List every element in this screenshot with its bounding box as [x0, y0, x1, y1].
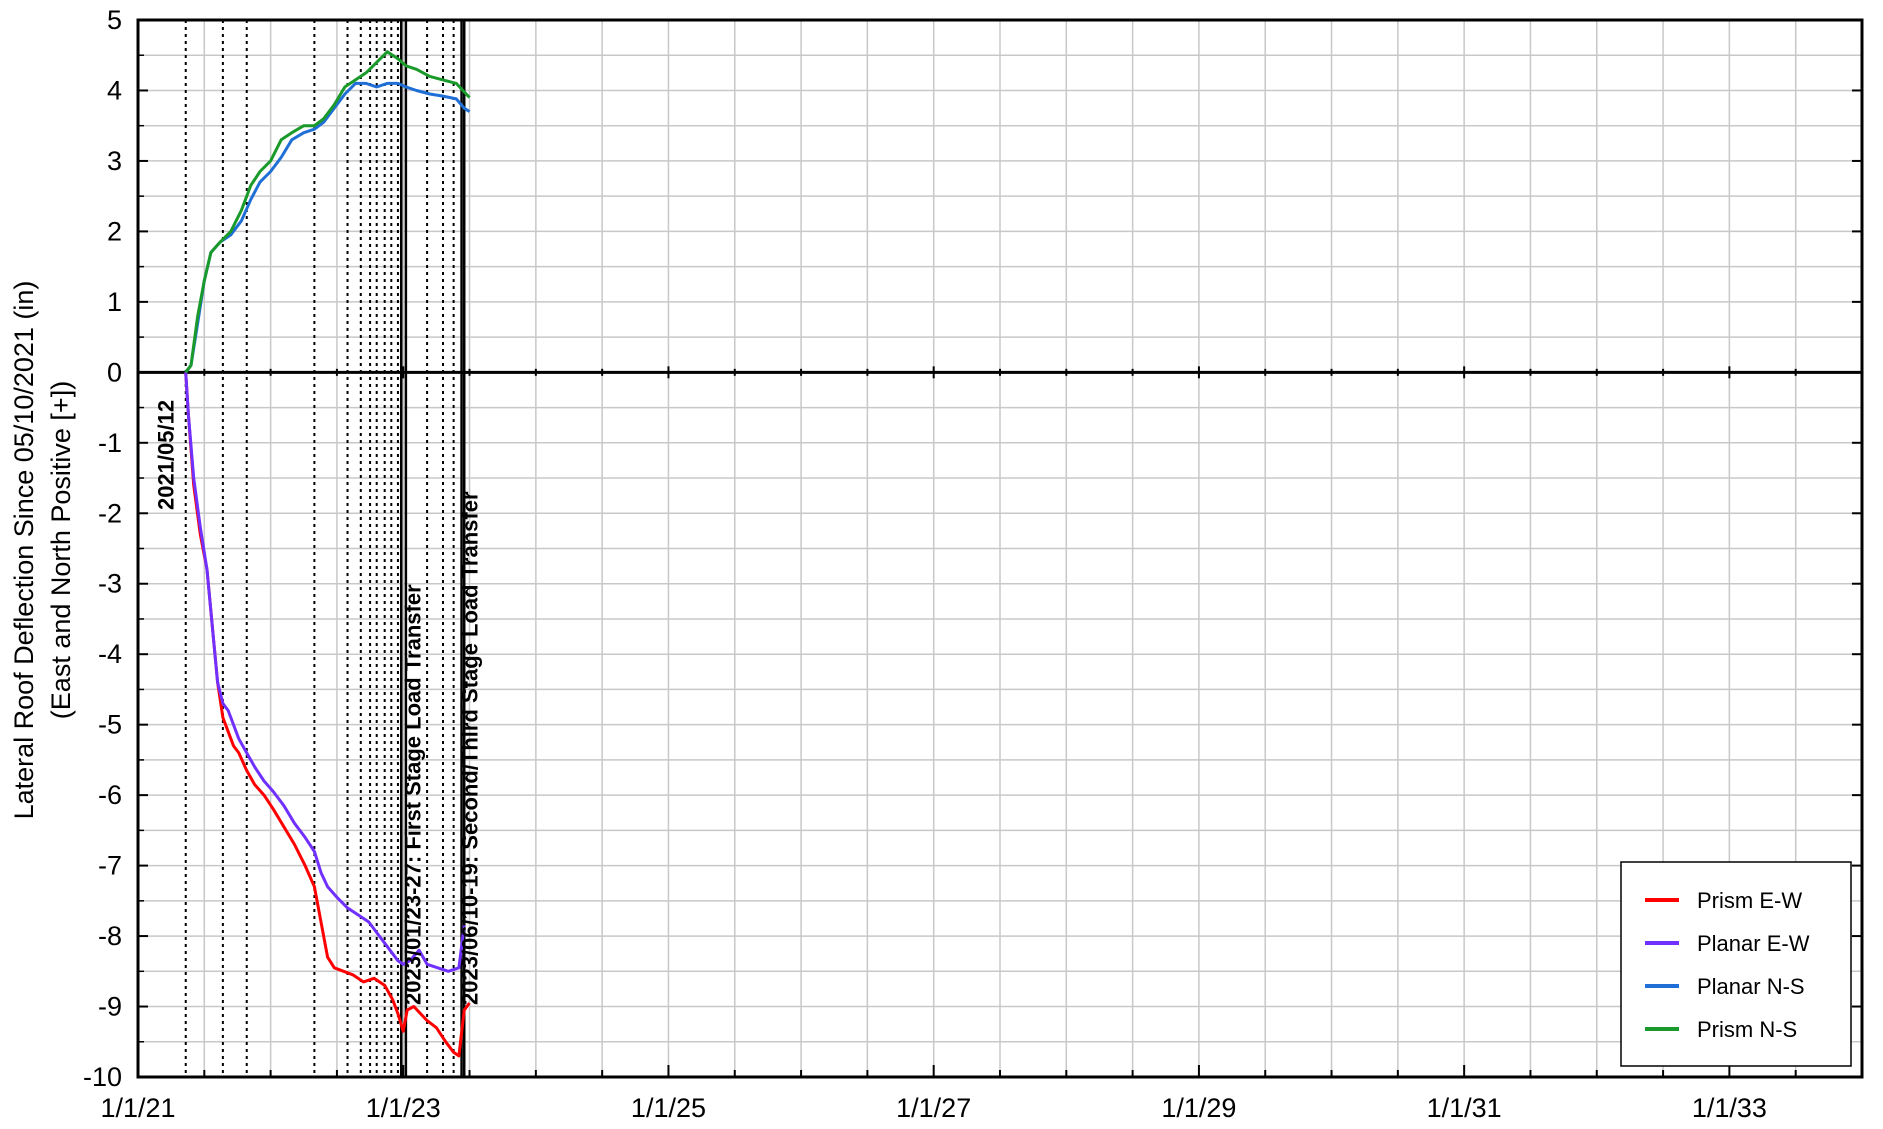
- y-axis-title-line2: (East and North Positive [+]): [46, 381, 76, 719]
- legend: Prism E-W Planar E-W Planar N-S Prism N-S: [1620, 861, 1852, 1067]
- grid: [138, 20, 1862, 1077]
- y-axis-title: Lateral Roof Deflection Since 05/10/2021…: [9, 281, 76, 820]
- y-tick-label: -3: [98, 569, 122, 599]
- series-line-prism-n-s: [184, 50, 471, 374]
- legend-label: Planar E-W: [1697, 931, 1810, 956]
- y-tick-label: -2: [98, 498, 122, 528]
- x-tick-label: 1/1/33: [1692, 1093, 1767, 1123]
- y-tick-label: 0: [107, 357, 122, 387]
- y-tick-label: 4: [107, 75, 122, 105]
- plot-frame: [136, 18, 1864, 1079]
- x-tick-label: 1/1/27: [896, 1093, 971, 1123]
- series-lines: [184, 50, 471, 1058]
- series-line-prism-e-w: [184, 372, 471, 1058]
- tick-labels: 5 4 3 2 1 0 -1 -2 -3 -4 -5 -6 -7 -8 -9 -101/1/21 1/1/23 1…: [83, 5, 1767, 1123]
- legend-label: Prism N-S: [1697, 1017, 1797, 1042]
- y-tick-label: 3: [107, 146, 122, 176]
- y-tick-label: -5: [98, 710, 122, 740]
- y-tick-label: -1: [98, 428, 122, 458]
- y-tick-label: -4: [98, 639, 122, 669]
- x-tick-label: 1/1/29: [1161, 1093, 1236, 1123]
- y-axis-title-line1: Lateral Roof Deflection Since 05/10/2021…: [9, 281, 39, 820]
- x-tick-label: 1/1/31: [1427, 1093, 1502, 1123]
- y-tick-label: 5: [107, 5, 122, 35]
- y-tick-label: -6: [98, 780, 122, 810]
- x-tick-label: 1/1/23: [366, 1093, 441, 1123]
- x-tick-label: 1/1/25: [631, 1093, 706, 1123]
- y-tick-label: -10: [83, 1062, 122, 1092]
- annotation-label: 2023/01/23-27: First Stage Load Transfer: [401, 584, 426, 1005]
- y-tick-label: -9: [98, 992, 122, 1022]
- series-line-planar-e-w: [184, 372, 466, 973]
- y-tick-label: 1: [107, 287, 122, 317]
- event-lines: [184, 20, 466, 1077]
- annotations: 2021/05/12 2023/01/23-27: First Stage Loa…: [154, 400, 483, 1005]
- y-tick-label: 2: [107, 216, 122, 246]
- legend-label: Planar N-S: [1697, 974, 1805, 999]
- legend-label: Prism E-W: [1697, 888, 1802, 913]
- annotation-label: 2023/06/10-19: Second/Third Stage Load T…: [458, 491, 483, 1005]
- annotation-label: 2021/05/12: [154, 400, 179, 510]
- y-tick-label: -7: [98, 851, 122, 881]
- legend-box: [1620, 861, 1852, 1067]
- x-tick-label: 1/1/21: [100, 1093, 175, 1123]
- y-tick-label: -8: [98, 921, 122, 951]
